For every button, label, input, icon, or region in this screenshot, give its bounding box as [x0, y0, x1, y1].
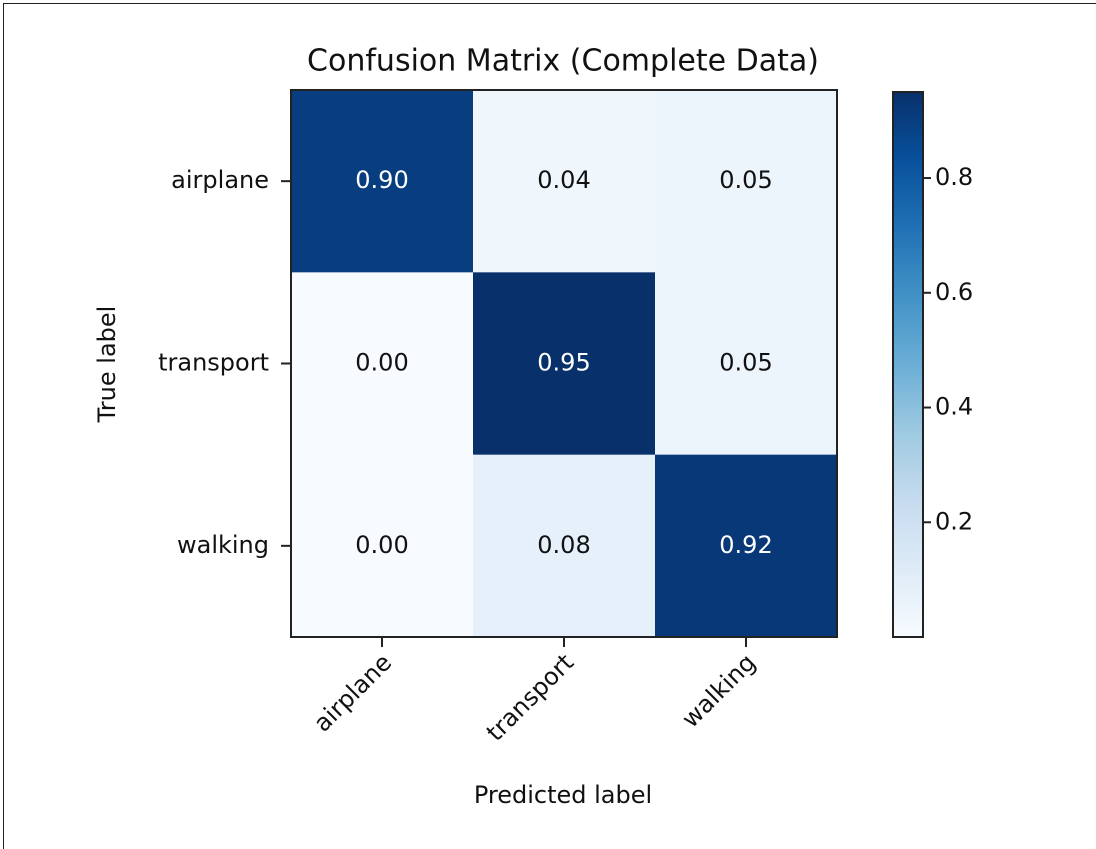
- y-tick-label: walking: [177, 531, 269, 559]
- y-tick-label: airplane: [171, 166, 269, 194]
- colorbar-tick-label: 0.6: [935, 278, 973, 306]
- cell-label: 0.00: [355, 349, 408, 377]
- x-axis-label: Predicted label: [474, 781, 652, 809]
- heatmap-cell: [473, 90, 656, 273]
- x-tick-label: airplane: [308, 648, 397, 737]
- cell-label: 0.90: [355, 166, 408, 194]
- y-axis-label: True label: [93, 306, 121, 424]
- colorbar-tick-label: 0.4: [935, 393, 973, 421]
- y-tick-label: transport: [158, 349, 269, 377]
- heatmap-cell: [291, 454, 474, 638]
- colorbar-tick-label: 0.8: [935, 163, 973, 191]
- cell-label: 0.00: [355, 531, 408, 559]
- heatmap-cell: [655, 454, 838, 638]
- heatmap-cell: [655, 272, 838, 456]
- frame: [3, 3, 1096, 849]
- cell-label: 0.92: [719, 531, 772, 559]
- heatmap-cell: [291, 272, 474, 456]
- cell-label: 0.08: [537, 531, 590, 559]
- cell-label: 0.95: [537, 349, 590, 377]
- x-tick-label: transport: [481, 648, 579, 746]
- x-tick-label: walking: [676, 648, 761, 733]
- heatmap-cell: [655, 90, 838, 273]
- heatmap-cell: [291, 90, 474, 273]
- cell-label: 0.04: [537, 166, 590, 194]
- cell-label: 0.05: [719, 166, 772, 194]
- cell-label: 0.05: [719, 349, 772, 377]
- colorbar: [892, 91, 924, 638]
- heatmap-cell: [473, 454, 656, 638]
- colorbar-tick-label: 0.2: [935, 507, 973, 535]
- heatmap-cell: [473, 272, 656, 456]
- chart-title: Confusion Matrix (Complete Data): [307, 44, 819, 79]
